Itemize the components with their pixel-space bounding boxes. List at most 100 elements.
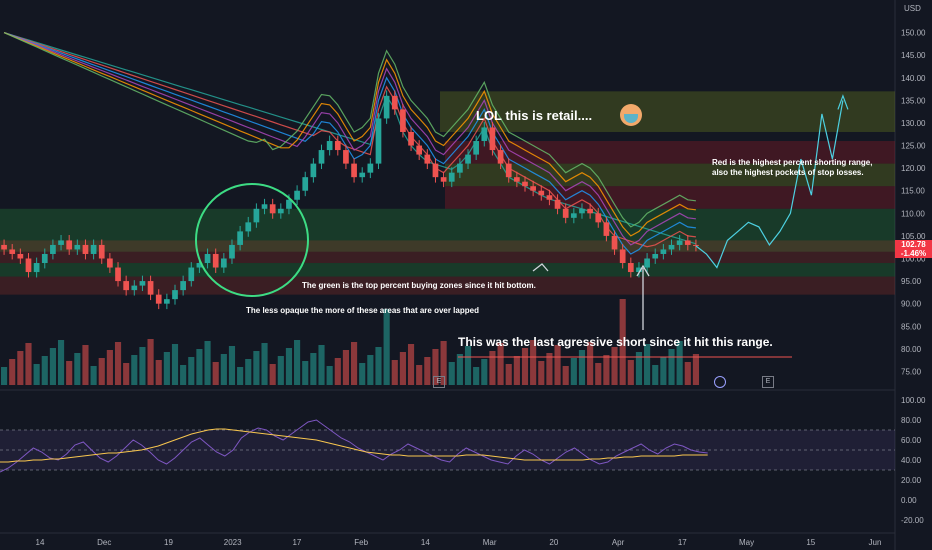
volume-bar [245,359,252,385]
candle [147,281,154,295]
candle [204,253,211,264]
volume-bar [603,355,610,385]
volume-bar [25,343,32,385]
candle [318,150,325,164]
time-axis-tick: 14 [36,538,45,547]
candle [554,199,561,209]
volume-bar [464,346,472,385]
candle [432,163,439,178]
candle [587,208,593,214]
resistance-zone [445,186,895,209]
rsi-axis-tick: 80.00 [901,416,922,425]
retail-note: LOL this is retail.... [476,108,593,123]
volume-bar [521,348,529,385]
volume-bar [554,345,561,385]
volume-bar [228,346,236,385]
candle [220,258,227,268]
volume-bar [359,363,366,385]
volume-bar [627,360,634,385]
candle [619,249,626,264]
volume-bar [587,342,594,385]
currency-label: USD [904,4,921,13]
volume-bar [294,340,301,385]
time-axis-tick: Dec [97,538,111,547]
volume-bar [302,361,309,385]
volume-bar [546,353,553,385]
volume-bar [570,358,577,385]
red-zone-note-line2: also the highest pockets of stop losses. [712,168,864,177]
volume-bar [497,343,504,385]
volume-bar [106,350,113,385]
resistance-zone [445,163,895,187]
volume-bar [49,348,56,385]
volume-bar [367,355,374,385]
moving-average-line [3,32,696,228]
red-zone-note-line1: Red is the highest percent shorting rang… [712,158,873,167]
volume-bar [644,344,651,385]
price-axis-tick: 105.00 [901,232,926,241]
volume-bar [139,347,146,385]
volume-bar [171,344,179,385]
volume-bar [635,352,643,385]
volume-bar [489,351,496,385]
dividend-flash-icon[interactable] [714,376,726,388]
rsi-axis-tick: 0.00 [901,496,917,505]
candle [66,240,73,250]
earnings-marker-2[interactable]: E [762,376,774,388]
candle [383,95,390,119]
candle [530,186,536,191]
candle [489,127,496,151]
candle [440,177,447,182]
small-arrow-icon [532,263,549,272]
candle [652,253,659,259]
candle [286,199,292,209]
volume-bar [41,356,48,385]
volume-bar [326,366,333,385]
price-axis-tick: 145.00 [901,51,926,60]
volume-bar [253,351,260,385]
price-axis-tick: 125.00 [901,142,926,151]
candle [473,141,480,155]
moving-average-line [3,32,696,248]
resistance-zone [445,141,895,164]
volume-bar [131,355,138,385]
volume-bar [98,358,105,385]
candle [448,172,455,182]
price-axis-tick: 85.00 [901,322,922,331]
candle [522,181,528,187]
earnings-marker-1[interactable]: E [433,376,445,388]
candle [277,208,284,214]
price-axis-tick: 120.00 [901,164,926,173]
candle [326,141,333,151]
candle [408,131,414,146]
volume-bar [456,354,463,385]
candle [465,154,471,164]
up-arrow-icon [636,264,650,277]
time-axis-tick: May [739,538,754,547]
volume-bar [310,353,317,385]
candle [644,258,650,268]
candle [50,244,56,254]
volume-bar [383,309,390,385]
volume-bar [204,341,211,385]
candle [131,285,138,291]
price-axis-tick: 95.00 [901,277,922,286]
candle [188,267,195,282]
candle [1,244,7,250]
volume-bar [432,349,439,385]
candle [603,222,610,236]
candle [82,244,89,254]
candle [196,263,203,268]
candle [269,204,276,214]
volume-bar [424,357,431,385]
price-axis-tick: 110.00 [901,209,925,218]
volume-bar [473,367,480,385]
candle [400,109,406,132]
price-axis-tick: 75.00 [901,367,922,376]
candle [74,244,81,250]
rsi-axis-tick: 100.00 [901,396,926,405]
candle [514,177,520,182]
volume-bar [530,340,537,385]
facepalm-emoji-icon [620,104,642,126]
